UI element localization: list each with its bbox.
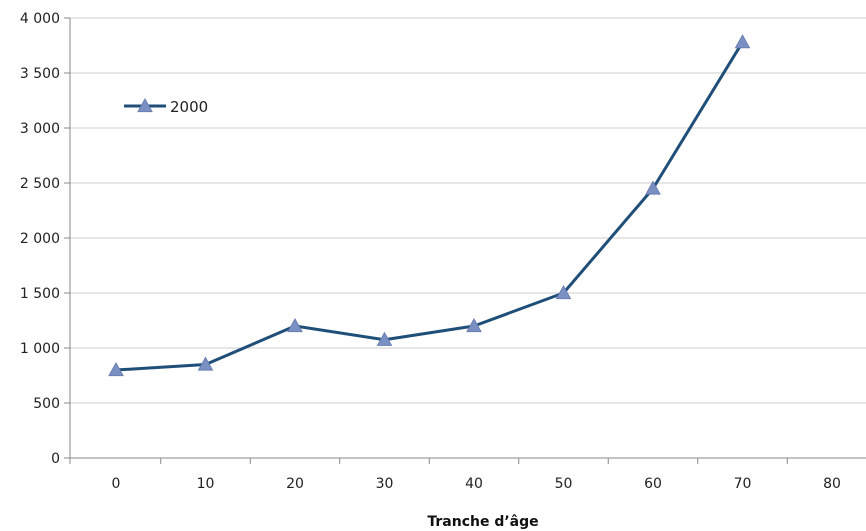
x-tick-label: 20 [286,476,304,492]
data-point [197,356,214,371]
legend-label: 2000 [170,98,208,116]
y-tick-label: 3 000 [20,121,60,137]
y-tick-label: 4 000 [20,11,60,27]
x-tick-label: 30 [376,476,394,492]
data-point [645,180,661,195]
x-tick-label: 60 [644,476,662,492]
x-tick-label: 50 [555,476,573,492]
series-line [115,41,744,372]
legend-marker [137,97,153,113]
grid-lines [70,17,866,404]
y-tick-label: 1 500 [20,286,60,302]
legend: 2000 [124,97,208,116]
y-axis-ticks: 0 500 1 000 1 500 2 000 2 500 3 000 3 500 4 000 [20,11,70,467]
x-tick-label: 80 [823,476,841,492]
x-tick-label: 0 [112,476,121,492]
y-tick-label: 3 500 [20,66,60,82]
y-tick-label: 2 500 [20,176,60,192]
data-point [466,317,482,333]
data-point [555,284,572,300]
y-tick-label: 2 000 [20,231,60,247]
x-tick-label: 70 [734,476,752,492]
data-point [734,34,751,49]
data-point [376,331,393,346]
x-axis-title: Tranche d’âge [427,514,538,530]
x-tick-label: 40 [465,476,483,492]
x-tick-label: 10 [197,476,215,492]
y-tick-label: 1 000 [20,341,60,357]
y-tick-label: 500 [33,396,60,412]
data-point [287,317,303,333]
data-point [108,361,124,377]
x-axis-ticks: 0 10 20 30 40 50 60 70 80 [69,458,841,492]
y-tick-label: 0 [51,451,60,467]
series-layer [108,34,751,377]
